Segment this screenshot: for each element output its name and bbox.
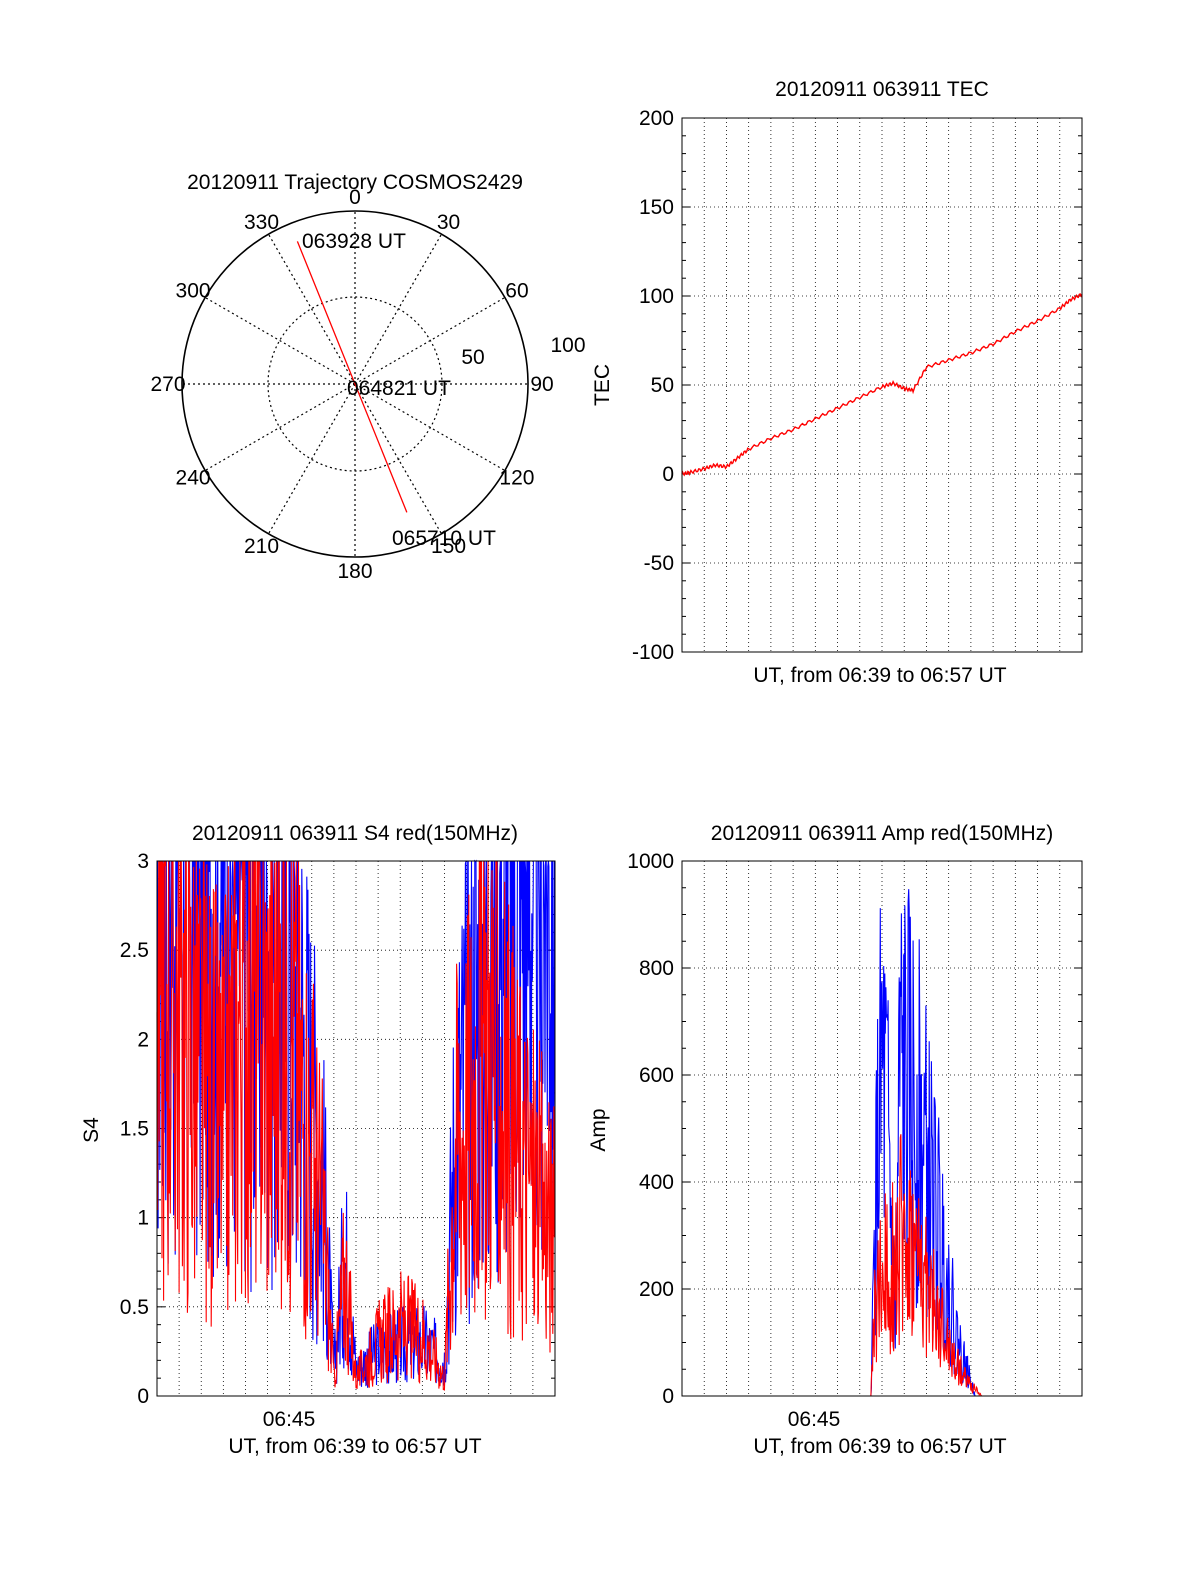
- s4-y-tick-labels: 3 2.5 2 1.5 1 0.5 0: [120, 850, 149, 1408]
- tec-x-label: UT, from 06:39 to 06:57 UT: [753, 664, 1006, 687]
- y-tick-label: 400: [639, 1171, 674, 1194]
- y-tick-label: 0: [662, 463, 674, 486]
- amp-title: 20120911 063911 Amp red(150MHz): [711, 822, 1053, 845]
- tec-grid: [682, 117, 1082, 653]
- y-tick-label: 0: [662, 1385, 674, 1408]
- tec-y-label: TEC: [591, 364, 614, 406]
- tec-chart: 20120911 063911 TEC 200150100500-50-100 …: [591, 78, 1083, 687]
- amp-frame: [681, 860, 1083, 1397]
- amp-y-tick-labels: 1000 800 600 400 200 0: [627, 850, 674, 1408]
- y-tick-label: 2.5: [120, 939, 149, 962]
- polar-azimuth-label: 270: [150, 373, 185, 396]
- y-tick-label: 1.5: [120, 1118, 149, 1141]
- y-tick-label: 1000: [627, 850, 674, 873]
- amp-x-label: UT, from 06:39 to 06:57 UT: [753, 1435, 1006, 1458]
- polar-azimuth-label: 120: [499, 467, 534, 490]
- tec-title: 20120911 063911 TEC: [775, 78, 989, 101]
- red-series-line: [156, 860, 556, 1391]
- polar-azimuth-label: 300: [176, 280, 211, 303]
- polar-trajectory-line: [296, 241, 408, 513]
- polar-azimuth-label: 90: [530, 373, 553, 396]
- tec-y-tick-labels: 200 150 100 50 0 -50 -100: [632, 107, 674, 664]
- polar-title: 20120911 Trajectory COSMOS2429: [187, 171, 523, 194]
- y-tick-label: -50: [644, 552, 674, 575]
- s4-chart: 20120911 063911 S4 red(150MHz) 3 2.5 2 1.5 1…: [80, 822, 556, 1458]
- y-tick-label: 200: [639, 107, 674, 130]
- y-tick-label: 3: [137, 850, 149, 873]
- y-tick-label: 200: [639, 1278, 674, 1301]
- tec-series-line: [681, 293, 1083, 477]
- polar-chart: 20120911 Trajectory COSMOS2429 0 30 60 90 12…: [150, 171, 585, 583]
- s4-frame: [156, 860, 556, 1397]
- y-tick-label: 150: [639, 196, 674, 219]
- polar-spoke: [204, 296, 356, 385]
- polar-start-label: 063928 UT: [302, 230, 406, 253]
- polar-spoke: [354, 383, 443, 535]
- polar-azimuth-label: 210: [244, 535, 279, 558]
- polar-spoke: [267, 383, 356, 535]
- tec-frame: [681, 117, 1083, 653]
- s4-x-tick-label: 06:45: [263, 1408, 316, 1431]
- y-tick-label: 0.5: [120, 1296, 149, 1319]
- polar-grid: [181, 210, 529, 558]
- polar-spoke: [354, 233, 443, 385]
- y-tick-label: 100: [639, 285, 674, 308]
- y-tick-label: 50: [651, 374, 674, 397]
- y-tick-label: -100: [632, 641, 674, 664]
- amp-x-tick-label: 06:45: [788, 1408, 841, 1431]
- polar-outer-circle: [181, 210, 529, 558]
- polar-azimuth-label: 180: [337, 560, 372, 583]
- s4-x-label: UT, from 06:39 to 06:57 UT: [228, 1435, 481, 1458]
- y-tick-label: 800: [639, 957, 674, 980]
- polar-radius-label-100: 100: [550, 334, 585, 357]
- polar-azimuth-label: 30: [437, 211, 460, 234]
- polar-spoke: [354, 296, 506, 385]
- y-tick-label: 1: [137, 1207, 149, 1230]
- polar-azimuth-label: 60: [505, 280, 528, 303]
- amp-y-label: Amp: [587, 1108, 610, 1151]
- s4-y-label: S4: [80, 1117, 103, 1143]
- y-tick-label: 2: [137, 1028, 149, 1051]
- polar-mid-label: 064821 UT: [347, 377, 451, 400]
- polar-spoke: [354, 383, 506, 472]
- polar-azimuth-labels: 0 30 60 90 120 150 180 210 240 270 300 330: [150, 186, 553, 583]
- amp-chart: 20120911 063911 Amp red(150MHz) 1000 800 6…: [587, 822, 1083, 1458]
- polar-radius-label-50: 50: [461, 346, 484, 369]
- y-tick-label: 0: [137, 1385, 149, 1408]
- y-tick-label: 600: [639, 1064, 674, 1087]
- polar-end-label: 065710 UT: [392, 527, 496, 550]
- s4-series-group: [156, 859, 556, 1391]
- s4-title: 20120911 063911 S4 red(150MHz): [192, 822, 518, 845]
- polar-spoke: [267, 233, 356, 385]
- polar-azimuth-label: 150: [431, 535, 466, 558]
- polar-azimuth-label: 0: [349, 186, 361, 209]
- polar-spoke: [204, 383, 356, 472]
- polar-azimuth-label: 240: [176, 467, 211, 490]
- polar-azimuth-label: 330: [244, 211, 279, 234]
